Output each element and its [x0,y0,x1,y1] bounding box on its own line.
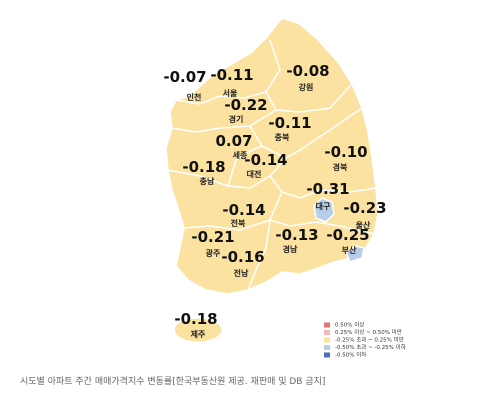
region-name: 충북 [275,132,290,142]
legend-swatch [324,352,330,358]
region-name: 인천 [187,92,202,102]
region-name: 울산 [356,220,371,230]
region-value: -0.18 [174,310,217,328]
mainland [165,17,379,295]
region-value: -0.13 [275,226,318,244]
region-name: 대구 [316,201,331,211]
legend-swatch [324,330,330,335]
region-value: -0.22 [224,96,267,114]
legend-label: -0.50% 이하 [335,351,366,359]
region-value: -0.23 [343,199,386,217]
region-name: 강원 [299,82,314,92]
region-name: 경남 [283,244,298,254]
legend-label: 0.50% 이상 [335,321,364,329]
map-shapes [165,17,379,343]
region-value: -0.10 [324,143,367,161]
region-value: -0.08 [286,62,329,80]
region-value: -0.11 [210,66,253,84]
region-name: 세종 [233,150,248,160]
region-name: 경북 [333,162,348,172]
region-value: -0.25 [326,226,369,244]
daegu [313,197,335,223]
legend-label: 0.25% 이상 ~ 0.50% 미만 [335,328,402,336]
region-value: -0.16 [221,248,264,266]
legend-swatch [324,345,330,350]
legend-swatch [324,322,330,328]
region-name: 전북 [231,218,246,228]
region-name: 부산 [342,245,357,255]
borders [167,39,377,291]
region-name: 제주 [191,329,206,339]
region-value: -0.18 [182,158,225,176]
legend-label: -0.25% 초과 ~ 0.25% 미만 [335,336,404,344]
region-value: -0.07 [163,68,206,86]
legend: 0.50% 이상0.25% 이상 ~ 0.50% 미만-0.25% 초과 ~ 0… [324,321,406,359]
region-value: -0.21 [191,228,234,246]
region-name: 서울 [223,88,238,98]
region-value: -0.31 [306,180,349,198]
region-name: 대전 [247,169,262,179]
region-name: 광주 [206,248,221,258]
caption: 시도별 아파트 주간 매매가격지수 변동률[한국부동산원 제공. 재판매 및 D… [20,375,325,387]
busan [345,245,365,263]
region-value: 0.07 [215,132,252,150]
region-value: -0.14 [222,201,265,219]
region-name: 충남 [200,176,215,186]
legend-label: -0.50% 초과 ~ -0.25% 이하 [335,343,406,351]
jeju [173,317,223,343]
region-value: -0.11 [268,114,311,132]
legend-swatch [324,337,330,343]
region-name: 전남 [234,268,249,278]
region-value: -0.14 [244,151,287,169]
region-name: 경기 [229,114,244,124]
